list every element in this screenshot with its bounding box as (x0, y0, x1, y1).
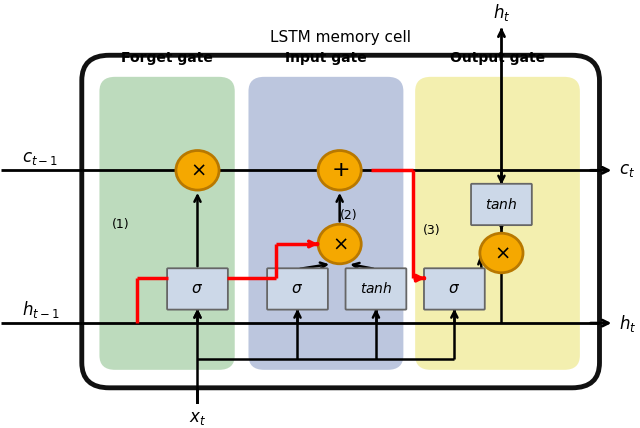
Text: $h_t$: $h_t$ (493, 2, 510, 23)
Text: $\times$: $\times$ (493, 244, 509, 262)
Text: $\times$: $\times$ (189, 161, 205, 180)
Text: $\sigma$: $\sigma$ (191, 282, 204, 297)
Text: $x_t$: $x_t$ (189, 410, 206, 428)
FancyBboxPatch shape (424, 268, 484, 309)
FancyBboxPatch shape (415, 77, 580, 370)
Text: $c_t$: $c_t$ (619, 161, 635, 179)
Text: Forget gate: Forget gate (121, 51, 213, 65)
FancyBboxPatch shape (346, 268, 406, 309)
Text: $+$: $+$ (330, 160, 349, 180)
Text: Output gate: Output gate (450, 51, 545, 65)
Text: LSTM memory cell: LSTM memory cell (270, 30, 411, 45)
Text: $\times$: $\times$ (332, 235, 348, 253)
Text: (3): (3) (423, 224, 440, 237)
Text: (2): (2) (340, 209, 357, 222)
Text: $\sigma$: $\sigma$ (449, 282, 460, 297)
Text: Input gate: Input gate (285, 51, 367, 65)
Text: $h_{t-1}$: $h_{t-1}$ (22, 298, 60, 320)
Circle shape (480, 233, 523, 273)
Text: (1): (1) (112, 218, 130, 231)
FancyBboxPatch shape (248, 77, 403, 370)
FancyBboxPatch shape (267, 268, 328, 309)
Circle shape (176, 151, 219, 190)
Text: $\sigma$: $\sigma$ (291, 282, 303, 297)
Text: $c_{t-1}$: $c_{t-1}$ (22, 149, 59, 167)
FancyBboxPatch shape (82, 55, 600, 388)
FancyBboxPatch shape (99, 77, 235, 370)
Text: $tanh$: $tanh$ (360, 282, 392, 297)
Text: $tanh$: $tanh$ (485, 197, 518, 212)
Text: $h_t$: $h_t$ (619, 312, 637, 333)
FancyBboxPatch shape (471, 184, 532, 225)
FancyBboxPatch shape (167, 268, 228, 309)
Circle shape (318, 151, 361, 190)
Circle shape (318, 224, 361, 264)
